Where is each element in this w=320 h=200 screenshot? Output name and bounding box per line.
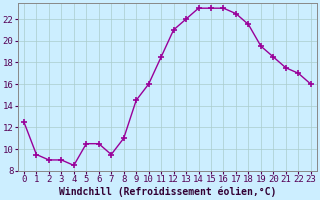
X-axis label: Windchill (Refroidissement éolien,°C): Windchill (Refroidissement éolien,°C) (59, 187, 276, 197)
